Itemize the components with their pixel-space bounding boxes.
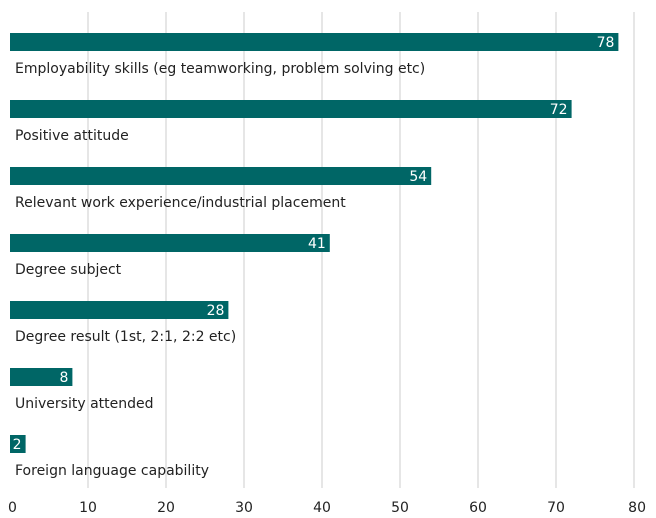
bar bbox=[10, 234, 330, 252]
x-tick-label: 80 bbox=[628, 500, 646, 516]
x-tick-label: 40 bbox=[313, 500, 331, 516]
x-tick-label: 50 bbox=[391, 500, 409, 516]
data-label: 8 bbox=[59, 370, 68, 386]
x-tick-label: 0 bbox=[8, 500, 17, 516]
data-label: 54 bbox=[409, 169, 427, 185]
bar bbox=[10, 100, 572, 118]
category-label: Degree subject bbox=[15, 262, 122, 278]
x-tick-label: 20 bbox=[157, 500, 175, 516]
x-tick-label: 10 bbox=[79, 500, 97, 516]
category-label: Foreign language capability bbox=[15, 463, 209, 479]
category-label: University attended bbox=[15, 396, 154, 412]
data-label: 2 bbox=[13, 437, 22, 453]
category-label: Positive attitude bbox=[15, 128, 129, 144]
bar bbox=[10, 301, 229, 319]
bar bbox=[10, 167, 432, 185]
bar bbox=[10, 368, 73, 386]
category-label: Degree result (1st, 2:1, 2:2 etc) bbox=[15, 329, 236, 345]
x-tick-label: 70 bbox=[547, 500, 565, 516]
data-label: 28 bbox=[207, 303, 225, 319]
x-tick-label: 30 bbox=[235, 500, 253, 516]
category-label: Employability skills (eg teamworking, pr… bbox=[15, 61, 425, 77]
bars: 78 Employability skills (eg teamworking, … bbox=[10, 33, 619, 479]
data-label: 72 bbox=[550, 102, 568, 118]
bar bbox=[10, 435, 26, 453]
category-label: Relevant work experience/industrial plac… bbox=[15, 195, 346, 211]
data-label: 41 bbox=[308, 236, 326, 252]
data-label: 78 bbox=[597, 35, 615, 51]
x-tick-label: 60 bbox=[469, 500, 487, 516]
bar bbox=[10, 33, 619, 51]
x-axis-ticks: 0 10 20 30 40 50 60 70 80 bbox=[8, 500, 646, 516]
